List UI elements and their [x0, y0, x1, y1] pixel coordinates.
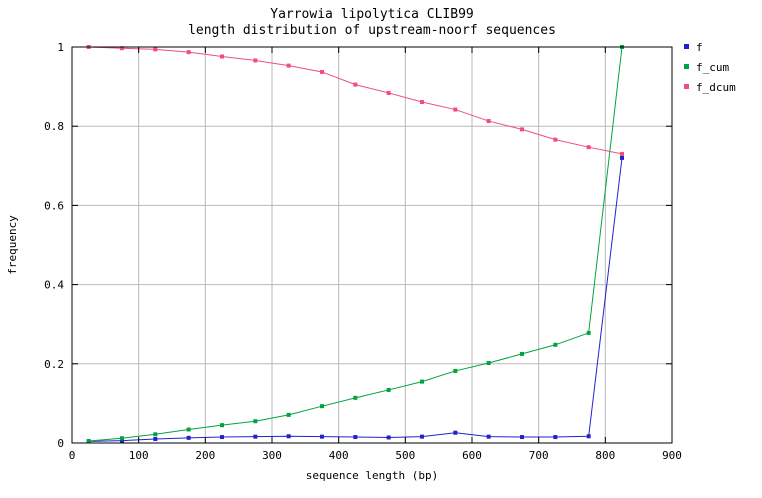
- series-point-f_cum: [353, 395, 358, 400]
- series-point-f_cum: [186, 427, 191, 432]
- series-point-f_cum: [286, 412, 291, 417]
- series-point-f_dcum: [353, 82, 358, 87]
- series-point-f_dcum: [120, 46, 124, 51]
- x-tick-label-0: 0: [69, 449, 76, 462]
- x-tick-label-600: 600: [462, 449, 482, 462]
- series-point-f: [553, 435, 558, 440]
- series-point-f_cum: [153, 432, 158, 437]
- series-point-f: [120, 438, 124, 443]
- series-point-f_cum: [253, 419, 258, 424]
- series-point-f_cum: [320, 404, 324, 409]
- series-point-f: [153, 437, 158, 442]
- x-tick-label-800: 800: [595, 449, 615, 462]
- legend-label-f-dcum: f_dcum: [696, 81, 736, 94]
- series-point-f_cum: [420, 379, 424, 384]
- series-layer: [86, 45, 624, 444]
- series-point-f_cum: [520, 351, 524, 356]
- series-point-f: [486, 434, 491, 439]
- legend-marker-f: [684, 44, 689, 49]
- series-point-f: [520, 435, 524, 440]
- plot-border: [71, 46, 673, 444]
- y-tick-label-0.4: 0.4: [44, 279, 64, 292]
- series-point-f_cum: [486, 361, 491, 366]
- series-point-f_cum: [220, 423, 224, 428]
- legend-marker-f-dcum: [684, 84, 689, 89]
- series-point-f: [453, 430, 458, 435]
- series-point-f_cum: [586, 330, 591, 335]
- x-tick-label-500: 500: [395, 449, 415, 462]
- x-tick-label-100: 100: [129, 449, 149, 462]
- series-line-f_cum: [88, 46, 623, 442]
- series-point-f_dcum: [153, 47, 158, 52]
- series-point-f_cum: [553, 342, 558, 347]
- series-point-f_dcum: [486, 119, 491, 124]
- series-point-f: [320, 434, 324, 439]
- series-point-f_dcum: [286, 63, 291, 68]
- tick-label-layer: 0 100 200 300 400 500 600 700 800 900 0 0.2 0.4 0.6 0.…: [44, 41, 682, 462]
- series-point-f_dcum: [386, 90, 391, 95]
- y-tick-label-0.2: 0.2: [44, 358, 64, 371]
- series-point-f: [586, 434, 591, 439]
- series-point-f_dcum: [420, 100, 424, 105]
- x-tick-label-900: 900: [662, 449, 682, 462]
- series-point-f_cum: [453, 368, 458, 373]
- series-point-f: [186, 435, 191, 440]
- y-tick-label-1: 1: [57, 41, 64, 54]
- chart-title: Yarrowia lipolytica CLIB99: [270, 7, 474, 22]
- legend-label-f-cum: f_cum: [696, 61, 729, 74]
- series-point-f_cum: [86, 439, 91, 444]
- x-tick-label-700: 700: [529, 449, 549, 462]
- x-tick-label-300: 300: [262, 449, 282, 462]
- series-point-f_dcum: [453, 107, 458, 112]
- x-tick-label-200: 200: [195, 449, 215, 462]
- series-point-f: [253, 434, 258, 439]
- legend-label-f: f: [696, 41, 703, 54]
- series-point-f_cum: [120, 436, 124, 441]
- series-point-f_dcum: [320, 69, 324, 74]
- series-point-f_dcum: [220, 54, 224, 59]
- y-axis-label: frequency: [6, 215, 19, 275]
- series-point-f_dcum: [620, 151, 624, 156]
- series-point-f_dcum: [586, 145, 591, 150]
- series-point-f_dcum: [253, 58, 258, 63]
- y-tick-label-0.6: 0.6: [44, 199, 64, 212]
- y-tick-label-0: 0: [57, 437, 64, 450]
- tick-layer: [71, 46, 673, 444]
- y-tick-label-0.8: 0.8: [44, 120, 64, 133]
- chart-subtitle: length distribution of upstream-noorf se…: [188, 23, 556, 38]
- series-point-f_dcum: [553, 137, 558, 142]
- x-axis-label: sequence length (bp): [306, 469, 438, 482]
- series-point-f: [620, 155, 624, 160]
- legend: f f_cum f_dcum: [684, 41, 736, 94]
- series-line-f_dcum: [88, 46, 623, 155]
- x-tick-label-400: 400: [329, 449, 349, 462]
- series-point-f_cum: [386, 387, 391, 392]
- legend-marker-f-cum: [684, 64, 689, 69]
- series-point-f_dcum: [186, 50, 191, 55]
- series-point-f: [420, 434, 424, 439]
- series-point-f: [353, 435, 358, 440]
- series-point-f: [286, 434, 291, 439]
- series-point-f: [386, 435, 391, 440]
- grid-layer: [72, 47, 672, 443]
- series-point-f: [220, 435, 224, 440]
- series-point-f_dcum: [520, 127, 524, 132]
